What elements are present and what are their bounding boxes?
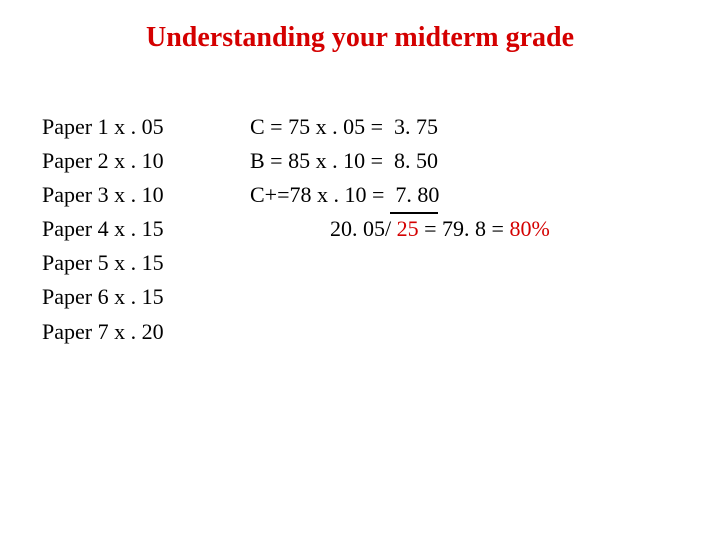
paper-line: Paper 7 x . 20 bbox=[42, 315, 164, 349]
sum-divisor: 25 bbox=[397, 216, 419, 241]
paper-line: Paper 2 x . 10 bbox=[42, 144, 164, 178]
paper-line: Paper 1 x . 05 bbox=[42, 110, 164, 144]
sum-prefix: 20. 05/ bbox=[330, 216, 397, 241]
calc-line: C+=78 x . 10 = 7. 80 bbox=[250, 178, 439, 212]
page-title: Understanding your midterm grade bbox=[0, 22, 720, 54]
paper-line: Paper 5 x . 15 bbox=[42, 246, 164, 280]
sum-result: 80% bbox=[509, 216, 549, 241]
calc-line: C = 75 x . 05 = 3. 75 bbox=[250, 110, 439, 144]
paper-line: Paper 6 x . 15 bbox=[42, 280, 164, 314]
paper-line: Paper 3 x . 10 bbox=[42, 178, 164, 212]
sum-line: 20. 05/ 25 = 79. 8 = 80% bbox=[330, 216, 550, 242]
paper-weights-list: Paper 1 x . 05 Paper 2 x . 10 Paper 3 x … bbox=[42, 110, 164, 349]
calc-line: B = 85 x . 10 = 8. 50 bbox=[250, 144, 439, 178]
slide: Understanding your midterm grade Paper 1… bbox=[0, 0, 720, 540]
sum-rule bbox=[390, 212, 438, 214]
paper-line: Paper 4 x . 15 bbox=[42, 212, 164, 246]
calculation-block: C = 75 x . 05 = 3. 75 B = 85 x . 10 = 8.… bbox=[250, 110, 439, 212]
sum-mid: = 79. 8 = bbox=[419, 216, 510, 241]
